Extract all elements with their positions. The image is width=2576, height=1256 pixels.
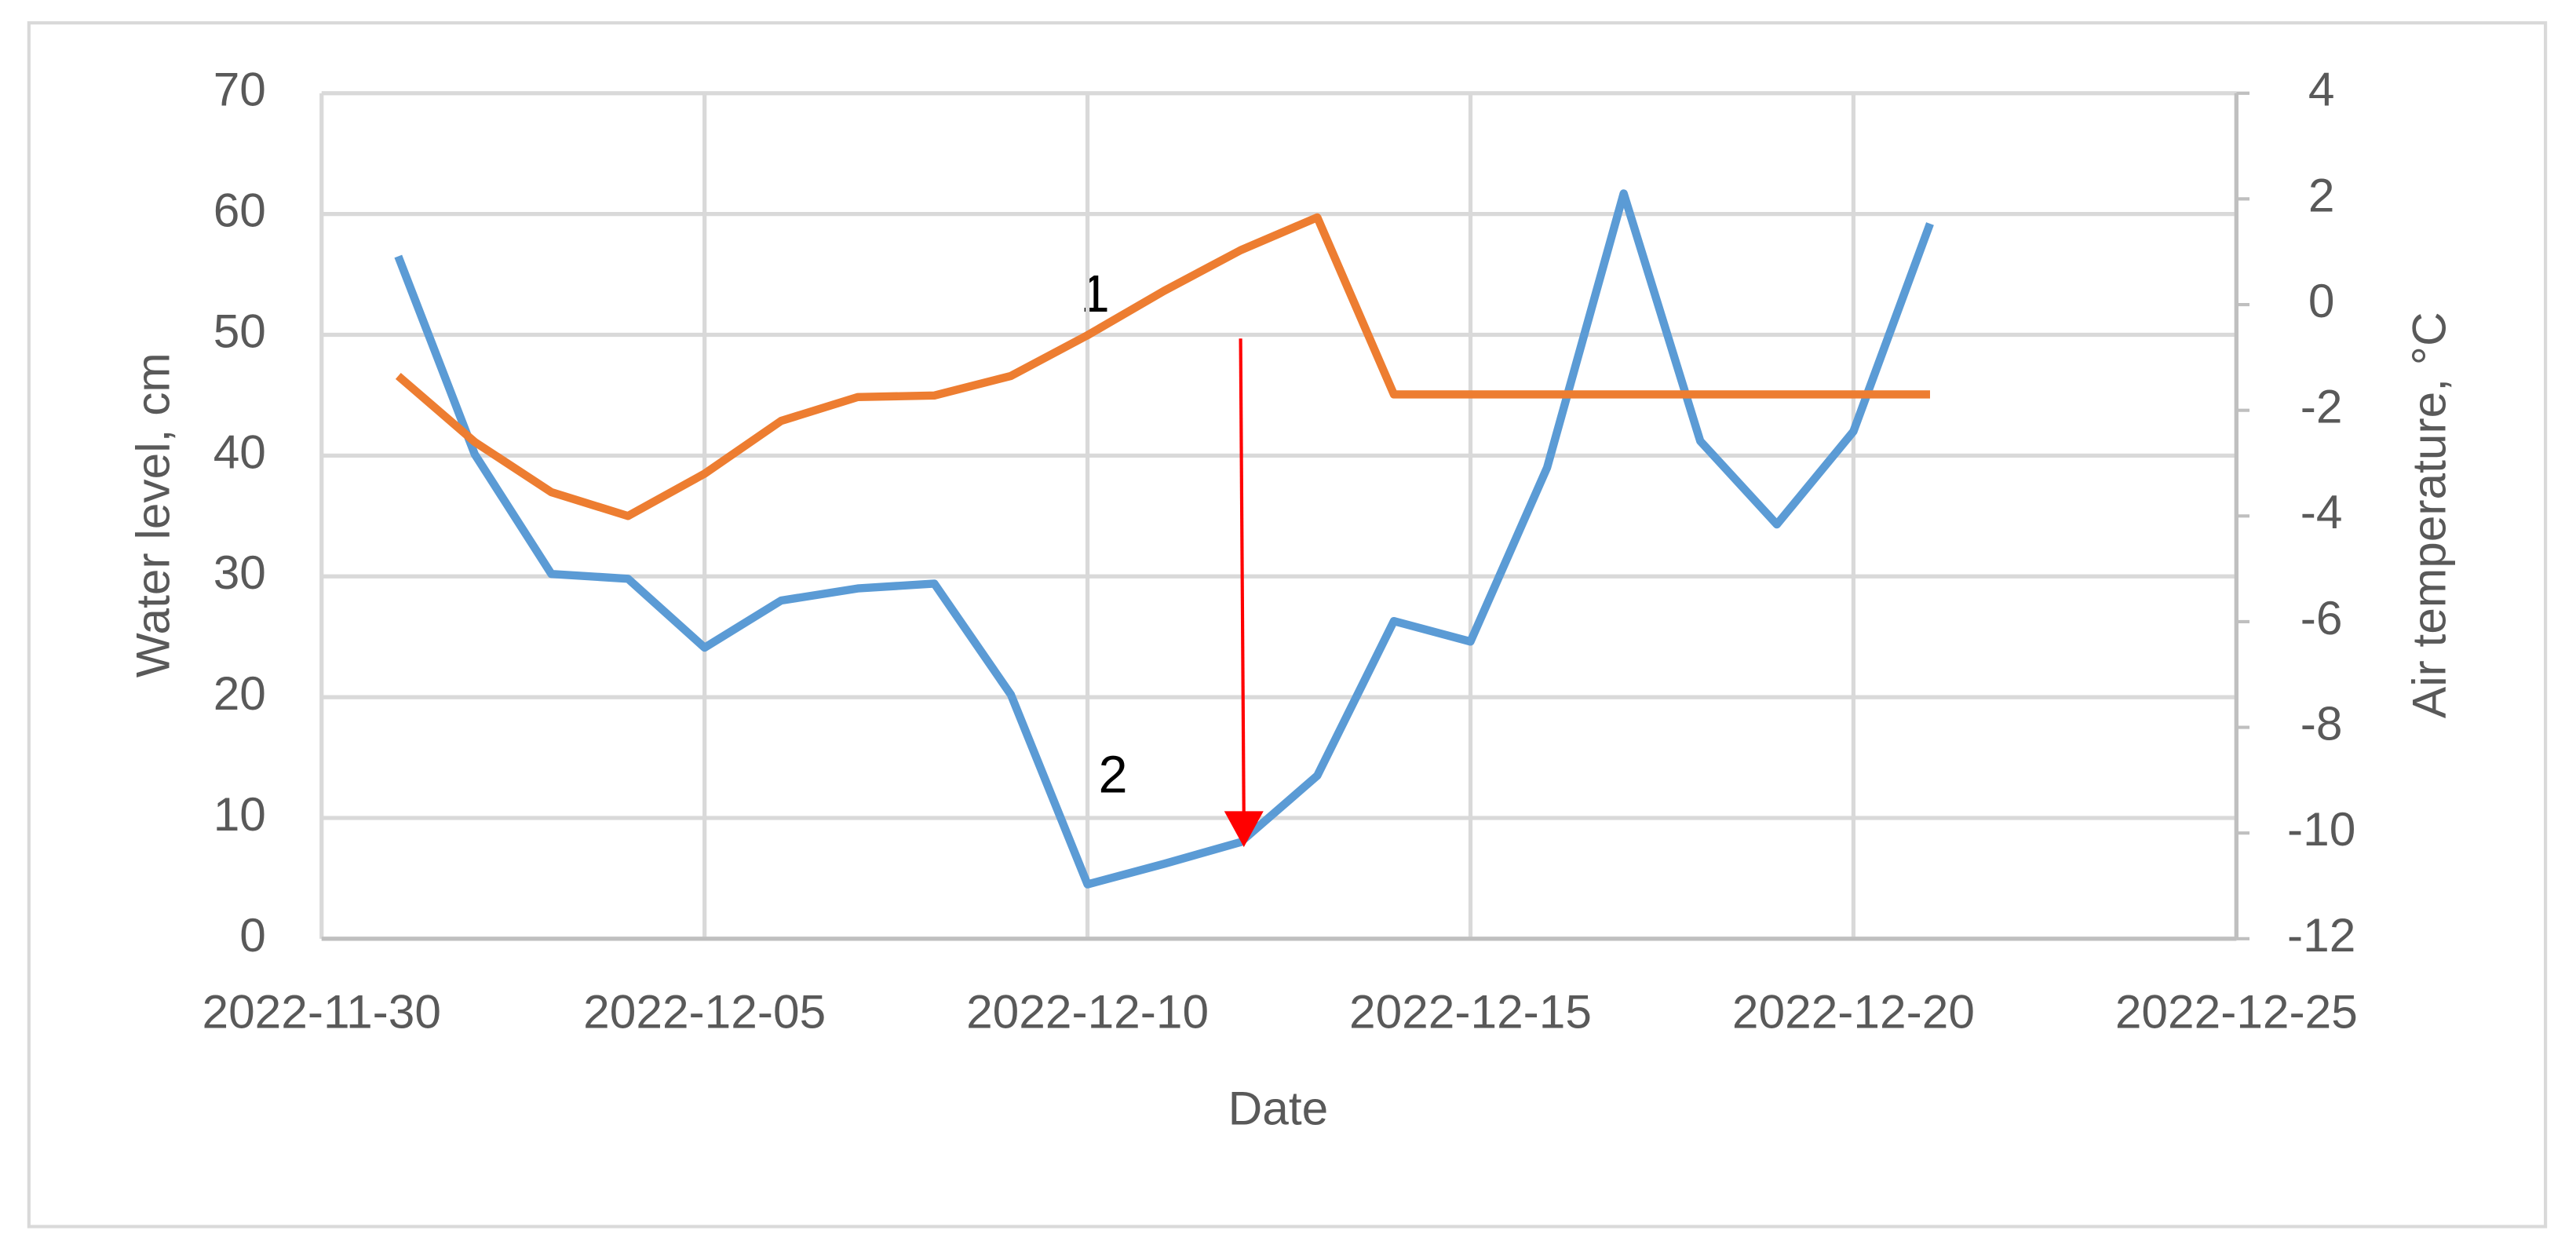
y2-tick-label: -4 — [2301, 485, 2343, 539]
arrow — [1239, 338, 1246, 815]
data-line — [394, 189, 1934, 889]
y-tick-label: 60 — [213, 184, 266, 237]
y2-tick-label: 2 — [2308, 168, 2335, 221]
x-tick-label: 2022-12-25 — [2115, 985, 2358, 1039]
y-tick-label: 70 — [213, 63, 266, 116]
annotation: 2 — [1099, 746, 1128, 804]
y2-tick-label: 0 — [2308, 274, 2335, 327]
y-tick-label: 40 — [213, 425, 266, 478]
y-axis-label: Water level, cm — [126, 352, 179, 677]
y-tick-label: 50 — [213, 304, 266, 357]
x-tick-label: 2022-12-20 — [1732, 985, 1975, 1039]
data-line — [395, 213, 1931, 520]
y-tick-label: 20 — [213, 666, 266, 720]
x-axis-label: Date — [1228, 1082, 1329, 1135]
y-tick-label: 30 — [213, 546, 266, 599]
y2-tick-label: -12 — [2287, 908, 2355, 962]
y2-tick-label: -6 — [2301, 591, 2343, 644]
x-tick-label: 2022-11-30 — [202, 985, 441, 1039]
y2-tick-label: 4 — [2308, 63, 2335, 116]
y-tick-label: 10 — [213, 787, 266, 841]
y2-axis-label: Air temperature, °C — [2402, 312, 2455, 718]
y2-tick-label: -2 — [2301, 380, 2343, 433]
y-tick-label: 0 — [239, 908, 266, 962]
annotation: 1 — [1081, 265, 1110, 323]
arrow-head — [1224, 811, 1264, 848]
y2-tick-label: -8 — [2301, 697, 2343, 750]
x-tick-label: 2022-12-10 — [966, 985, 1209, 1039]
y2-tick-label: -10 — [2287, 802, 2355, 856]
x-tick-label: 2022-12-05 — [583, 985, 826, 1039]
chart-frame — [27, 21, 2548, 1229]
x-tick-label: 2022-12-15 — [1349, 985, 1592, 1039]
